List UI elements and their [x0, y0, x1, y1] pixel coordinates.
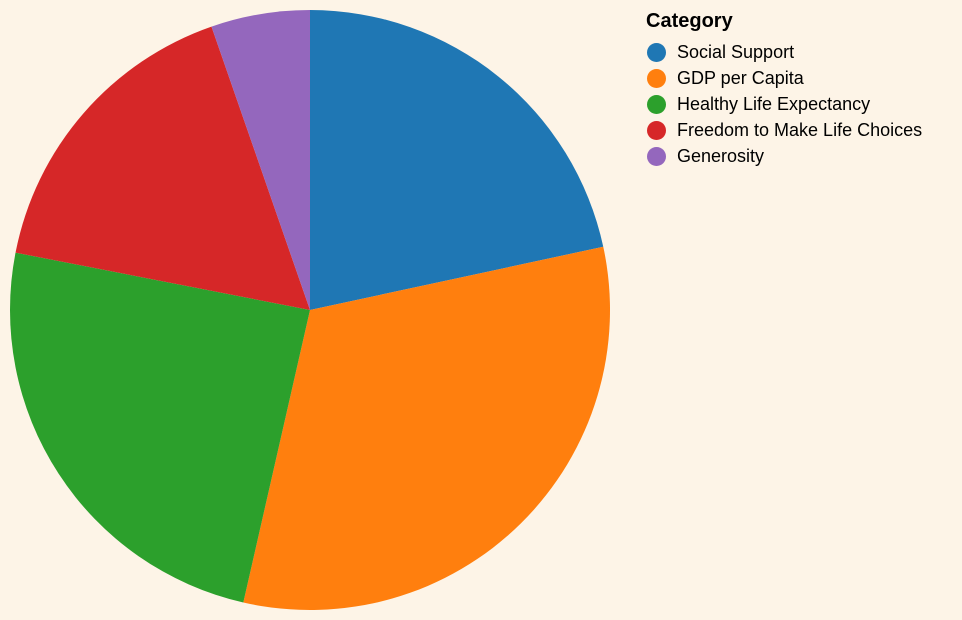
- legend-label: Healthy Life Expectancy: [677, 93, 871, 114]
- legend-title: Category: [646, 10, 733, 32]
- legend: Category Social Support GDP per Capita H…: [646, 8, 922, 169]
- legend-item-social-support: Social Support: [646, 39, 922, 65]
- legend-swatch: [647, 42, 666, 62]
- legend-label: GDP per Capita: [677, 67, 804, 88]
- pie-slice-gdp-per-capita: [243, 246, 611, 610]
- pie-slice-generosity: [211, 9, 310, 310]
- pie-slices: [9, 9, 611, 610]
- pie-slice-social-support: [310, 10, 604, 310]
- legend-item-healthy-life-expectancy: Healthy Life Expectancy: [646, 91, 922, 117]
- legend-item-freedom-to-make-life-choices: Freedom to Make Life Choices: [646, 117, 922, 143]
- legend-label: Generosity: [677, 145, 765, 166]
- legend-item-gdp-per-capita: GDP per Capita: [646, 65, 922, 91]
- legend-swatch: [647, 120, 666, 140]
- legend-label: Freedom to Make Life Choices: [677, 119, 923, 140]
- legend-item-generosity: Generosity: [646, 143, 922, 169]
- legend-label: Social Support: [677, 41, 795, 62]
- legend-swatch: [647, 94, 666, 114]
- legend-swatch: [647, 146, 666, 166]
- legend-swatch: [647, 68, 666, 88]
- pie-slice-freedom-to-make-life-choices: [15, 26, 311, 310]
- pie-slice-healthy-life-expectancy: [9, 252, 310, 603]
